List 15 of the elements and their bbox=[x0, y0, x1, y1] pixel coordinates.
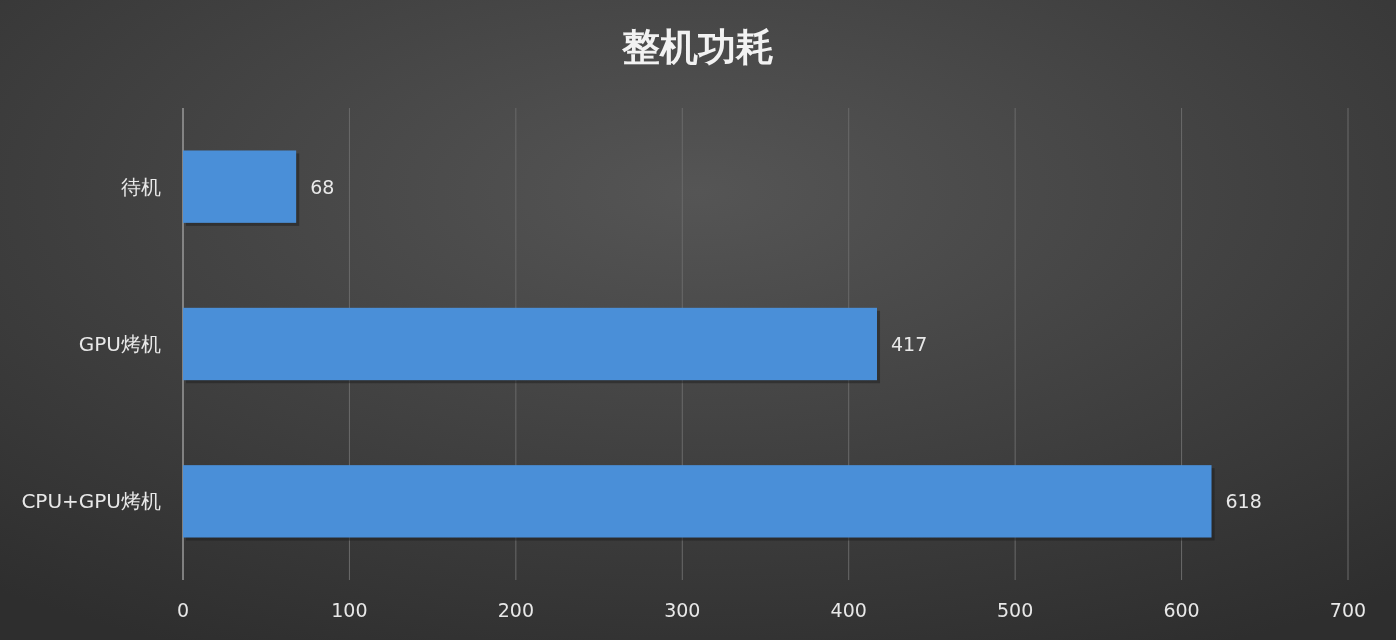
chart-title: 整机功耗 bbox=[621, 25, 774, 69]
x-tick-label: 500 bbox=[997, 599, 1034, 621]
x-tick-label: 700 bbox=[1329, 599, 1367, 621]
x-tick-label: 100 bbox=[331, 599, 368, 621]
y-tick-label: CPU+GPU烤机 bbox=[21, 489, 161, 514]
x-tick-label: 200 bbox=[497, 599, 534, 621]
x-tick-label: 300 bbox=[664, 599, 701, 621]
y-tick-label: GPU烤机 bbox=[78, 332, 161, 356]
data-label: 618 bbox=[1225, 490, 1262, 513]
data-label: 68 bbox=[310, 175, 335, 198]
data-label: 417 bbox=[891, 333, 928, 355]
y-tick-label: 待机 bbox=[121, 174, 161, 199]
x-tick-label: 400 bbox=[830, 599, 867, 621]
x-tick-label: 600 bbox=[1163, 599, 1200, 621]
x-tick-label: 0 bbox=[176, 599, 190, 621]
